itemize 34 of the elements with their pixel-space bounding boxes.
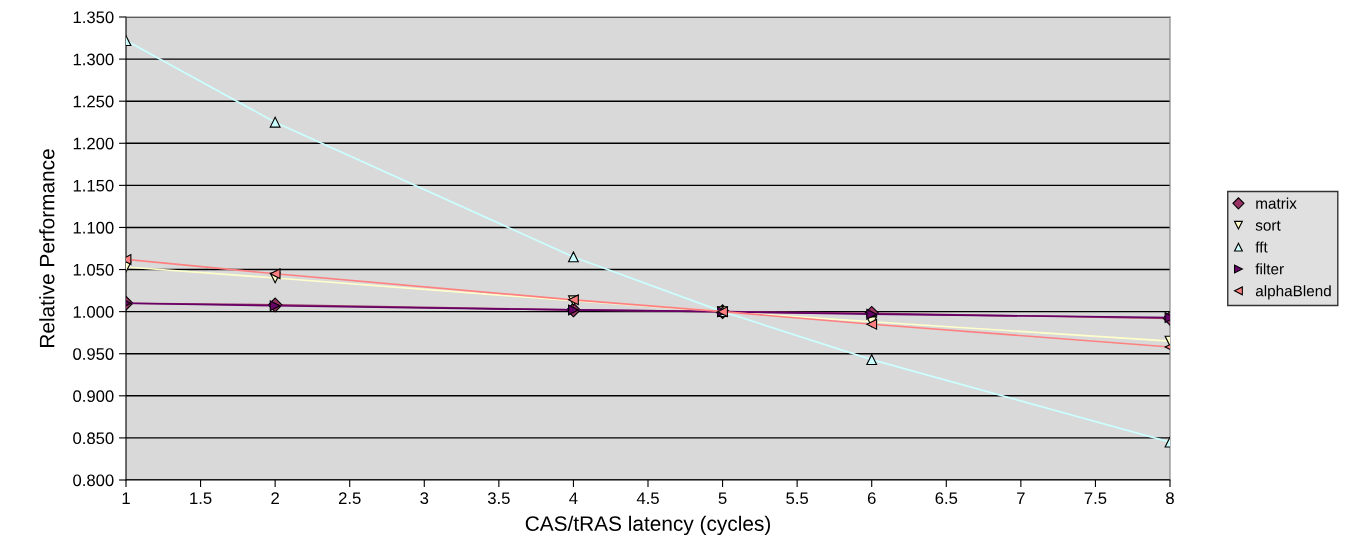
y-tick-label: 0.900 [73, 390, 114, 403]
x-axis-title: CAS/tRAS latency (cycles) [525, 515, 770, 536]
x-tick-label: 5.5 [786, 492, 809, 505]
legend-label: sort [1255, 220, 1281, 231]
x-tick-label: 6 [867, 492, 876, 505]
y-tick-label: 0.800 [73, 474, 114, 487]
y-tick-label: 0.950 [73, 348, 114, 360]
legend-label: fft [1255, 241, 1268, 253]
y-tick-label: 1.250 [73, 95, 114, 108]
x-tick-label: 1.5 [190, 492, 212, 505]
legend-label: alphaBlend [1255, 285, 1331, 300]
legend-label: matrix [1256, 197, 1297, 209]
y-tick-label: 1.100 [73, 221, 114, 234]
legend-label: filter [1255, 263, 1284, 275]
x-tick-label: 3.5 [487, 492, 510, 505]
x-tick-label: 6.5 [935, 492, 958, 505]
x-tick-label: 4.5 [636, 492, 659, 505]
x-tick-label: 7 [1017, 492, 1025, 504]
y-axis-title: Relative Performance [39, 149, 55, 347]
y-tick-label: 0.850 [73, 432, 114, 445]
x-tick-label: 1 [122, 492, 130, 504]
x-tick-label: 5 [718, 492, 727, 505]
y-tick-label: 1.300 [73, 53, 114, 66]
x-tick-label: 2 [271, 492, 279, 504]
x-tick-label: 7.5 [1084, 492, 1107, 505]
y-tick-label: 1.200 [73, 137, 114, 150]
y-tick-label: 1.000 [73, 306, 114, 318]
x-tick-label: 2.5 [338, 492, 361, 505]
x-tick-label: 8 [1166, 492, 1174, 505]
x-tick-label: 4 [569, 492, 578, 504]
x-tick-label: 3 [420, 492, 429, 505]
y-tick-label: 1.150 [73, 179, 114, 192]
y-tick-label: 1.050 [73, 263, 114, 276]
y-tick-label: 1.350 [73, 11, 114, 24]
